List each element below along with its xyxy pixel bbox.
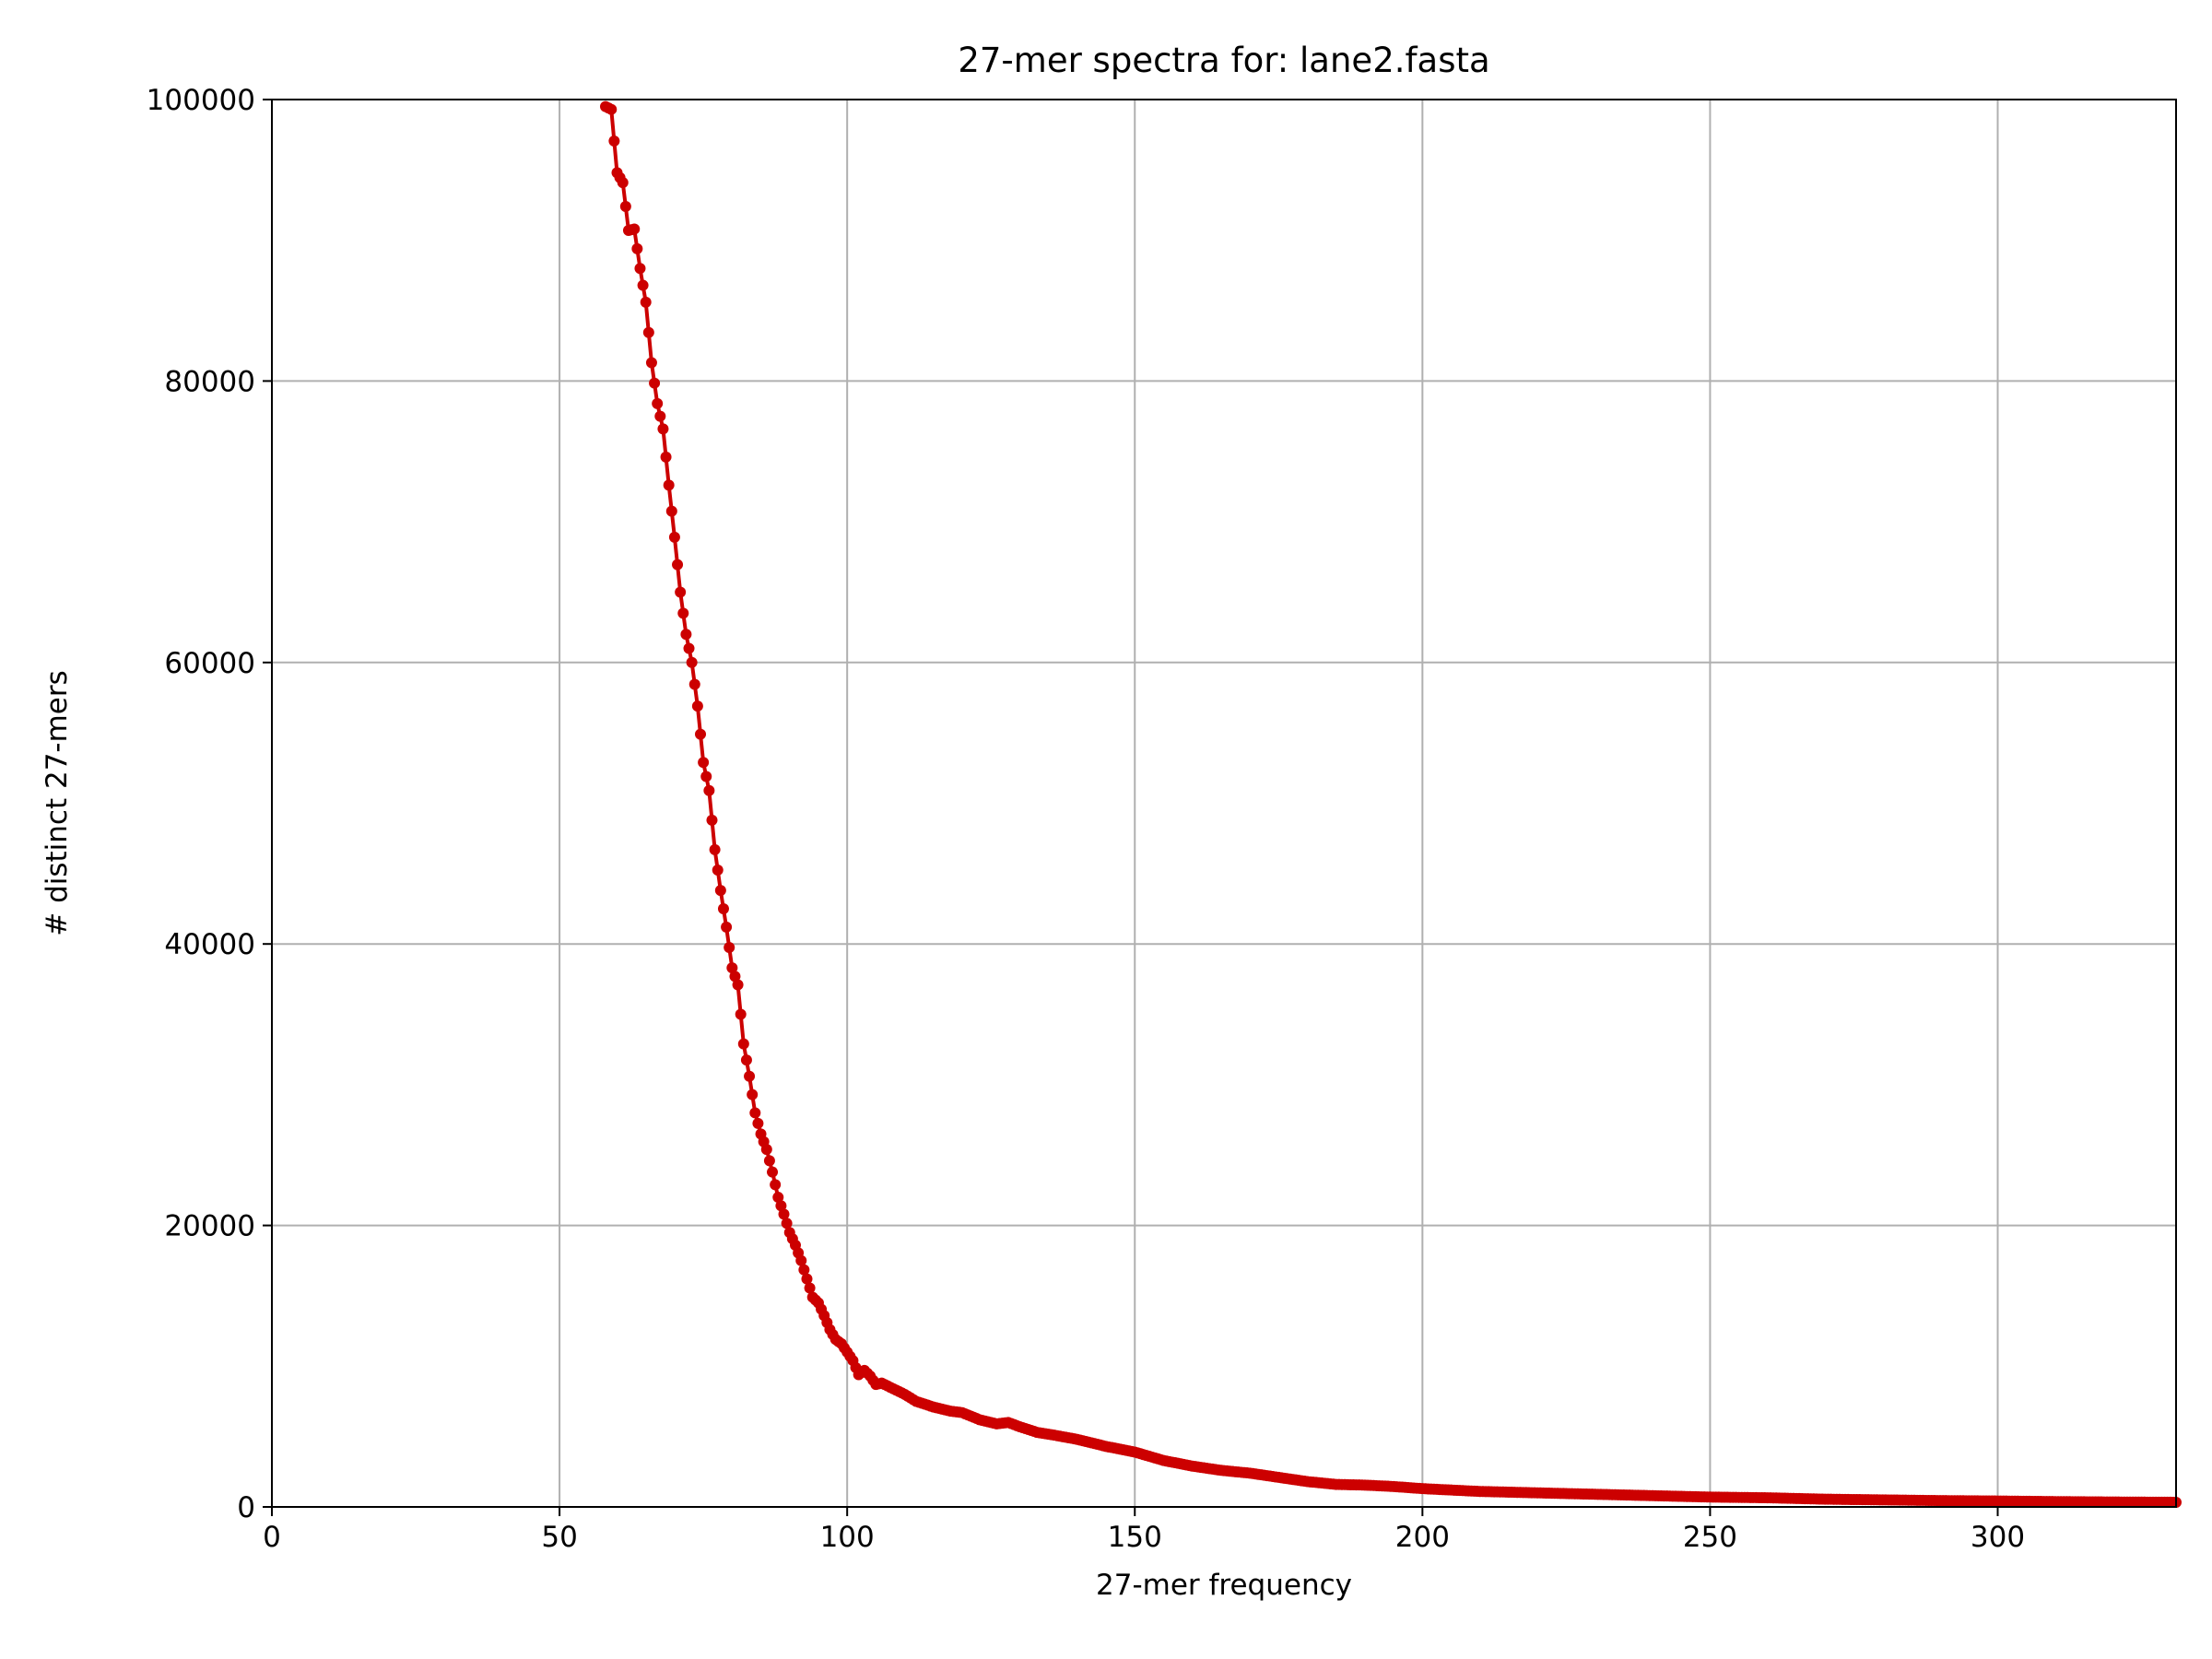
data-point [798, 1264, 810, 1276]
data-point [709, 843, 721, 855]
chart-title: 27-mer spectra for: lane2.fasta [958, 41, 1489, 80]
data-point [688, 678, 700, 690]
data-point [631, 242, 643, 254]
data-point [775, 1200, 787, 1212]
data-point [804, 1282, 816, 1294]
data-point [749, 1107, 761, 1119]
data-point [652, 397, 664, 409]
data-point [629, 223, 641, 235]
data-point [703, 784, 715, 796]
plot-frame [271, 99, 2177, 1508]
data-point [657, 423, 669, 435]
y-axis-ticks: 0 20000 40000 60000 80000 100000 [147, 84, 272, 1524]
data-point [717, 903, 729, 915]
x-tick-label: 200 [1395, 1521, 1450, 1554]
data-point [737, 1038, 749, 1050]
data-point [675, 586, 687, 598]
data-point [732, 979, 744, 991]
y-tick-label: 0 [237, 1491, 255, 1524]
x-tick-label: 250 [1683, 1521, 1737, 1554]
x-tick-label: 150 [1108, 1521, 1162, 1554]
data-point [724, 942, 735, 954]
x-axis-ticks: 0 50 100 150 200 250 300 [263, 1507, 2025, 1554]
data-point [700, 771, 712, 782]
data-point [660, 451, 672, 463]
data-point [686, 656, 698, 668]
data-point [637, 279, 649, 291]
data-point [640, 296, 652, 308]
data-point [721, 921, 733, 933]
data-point [645, 357, 657, 369]
data-point [770, 1179, 782, 1191]
x-tick-label: 50 [541, 1521, 577, 1554]
data-point [781, 1218, 793, 1230]
x-tick-label: 300 [1971, 1521, 2025, 1554]
x-tick-label: 100 [820, 1521, 875, 1554]
data-point [698, 757, 710, 769]
y-axis-label: # distinct 27-mers [41, 670, 74, 936]
y-tick-label: 100000 [147, 84, 255, 117]
data-point [747, 1088, 759, 1100]
grid [272, 100, 2176, 1507]
data-point [740, 1054, 752, 1066]
data-point [677, 607, 689, 619]
data-point [663, 479, 675, 491]
data-point [744, 1070, 756, 1082]
data-point [642, 326, 654, 338]
data-point [668, 531, 680, 543]
data-point [608, 135, 620, 147]
data-point [654, 410, 666, 422]
data-point [672, 559, 684, 571]
data-point [772, 1192, 784, 1204]
data-point [767, 1166, 779, 1178]
y-tick-label: 60000 [164, 647, 255, 680]
data-point [619, 201, 631, 213]
data-point [695, 728, 707, 740]
data-point [763, 1155, 775, 1167]
data-point [606, 103, 618, 115]
data-point [714, 885, 726, 897]
data-point [683, 642, 695, 654]
data-point [680, 629, 692, 641]
data-point [665, 505, 677, 517]
data-point [634, 263, 646, 275]
data-point [735, 1008, 747, 1020]
y-tick-label: 40000 [164, 928, 255, 961]
data-point [778, 1208, 790, 1220]
data-point [691, 700, 703, 712]
data-point [801, 1273, 813, 1285]
x-axis-label: 27-mer frequency [1096, 1569, 1352, 1602]
y-tick-label: 80000 [164, 365, 255, 398]
data-point [760, 1144, 772, 1156]
x-tick-label: 0 [263, 1521, 281, 1554]
data-point [726, 962, 738, 974]
data-point [752, 1117, 764, 1129]
data-point [706, 814, 718, 826]
data-point [712, 865, 724, 877]
data-point [649, 377, 661, 389]
data-point [617, 177, 629, 189]
data-point [729, 971, 741, 982]
data-point [795, 1254, 807, 1266]
series-markers [600, 100, 2182, 1508]
y-tick-label: 20000 [164, 1210, 255, 1243]
